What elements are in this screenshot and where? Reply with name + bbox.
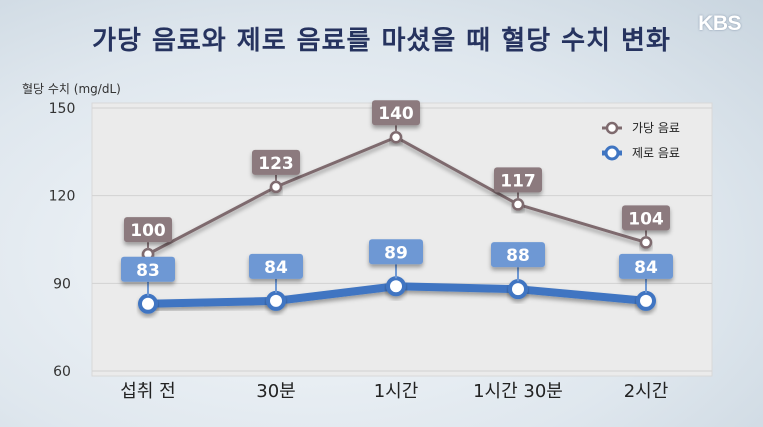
data-label-box-zero	[121, 256, 175, 282]
data-label: 88	[506, 246, 530, 266]
data-point-zero	[636, 290, 656, 311]
data-point-zero	[266, 290, 286, 311]
data-point-zero	[508, 279, 528, 300]
data-point-sugar	[511, 198, 525, 211]
data-point-zero	[386, 276, 406, 297]
legend-swatch-marker	[605, 121, 619, 135]
data-point-zero	[138, 293, 158, 314]
data-point-sugar	[389, 130, 403, 144]
legend-label: 가당 음료	[632, 121, 680, 135]
data-label-box-zero	[369, 239, 423, 265]
data-label: 84	[634, 258, 658, 278]
y-tick-label: 60	[53, 364, 71, 380]
data-point-sugar	[639, 236, 653, 249]
data-label-box-sugar	[124, 217, 172, 243]
x-axis-ticks: 섭취 전 30분 1시간 1시간 30분 2시간	[120, 381, 668, 402]
data-label: 123	[258, 154, 294, 174]
data-label: 84	[264, 258, 288, 278]
x-tick-label: 섭취 전	[120, 381, 175, 402]
x-tick-label: 1시간 30분	[473, 381, 563, 402]
data-label-box-sugar	[494, 167, 542, 193]
data-label: 100	[130, 221, 166, 241]
data-label: 140	[378, 104, 414, 124]
data-point-sugar	[269, 180, 283, 194]
x-tick-label: 1시간	[374, 381, 419, 402]
data-labels: 100 123 140 117 104 83 84 89 88 84	[121, 100, 673, 296]
x-tick-label: 2시간	[624, 381, 669, 402]
broadcaster-logo: KBS	[698, 12, 741, 35]
y-tick-label: 150	[49, 101, 76, 117]
x-tick-label: 30분	[256, 381, 295, 402]
data-label: 89	[384, 243, 408, 263]
legend-swatch-marker	[604, 145, 620, 161]
data-label: 117	[500, 171, 536, 191]
y-tick-label: 90	[53, 276, 71, 292]
data-label: 83	[136, 261, 160, 281]
data-label-box-sugar	[622, 205, 670, 231]
data-label-box-zero	[249, 253, 303, 279]
legend-label: 제로 음료	[632, 146, 680, 160]
y-tick-label: 120	[49, 189, 76, 205]
y-axis-ticks: 60 90 120 150	[49, 101, 76, 380]
data-label-box-sugar	[252, 149, 300, 175]
y-axis-label: 혈당 수치 (mg/dL)	[22, 82, 121, 96]
data-label-box-sugar	[372, 100, 420, 126]
data-label-box-zero	[619, 253, 673, 279]
data-label-box-zero	[491, 242, 545, 268]
data-label: 104	[628, 209, 664, 229]
chart-title: 가당 음료와 제로 음료를 마셨을 때 혈당 수치 변화	[92, 26, 671, 56]
